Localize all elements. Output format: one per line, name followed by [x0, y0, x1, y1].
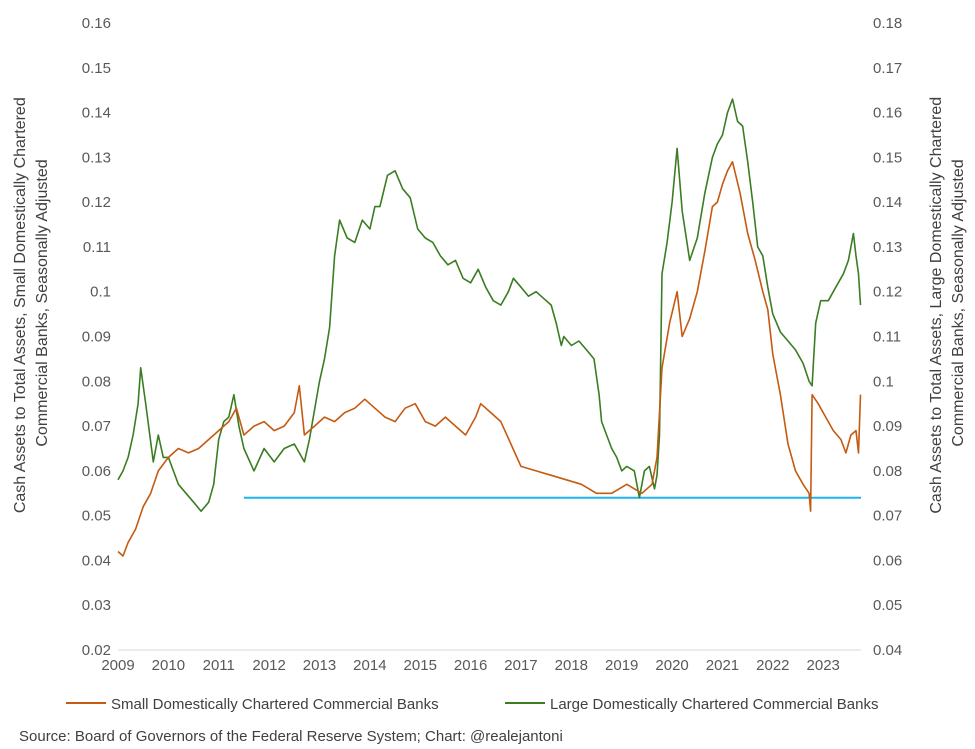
x-tick-label: 2014 — [353, 657, 386, 674]
x-tick-label: 2020 — [655, 657, 688, 674]
right-tick-label: 0.05 — [873, 597, 902, 614]
right-tick-label: 0.17 — [873, 60, 902, 77]
legend-label-small-banks: Small Domestically Chartered Commercial … — [111, 696, 439, 713]
series-line-small-banks — [117, 161, 862, 557]
right-tick-label: 0.07 — [873, 508, 902, 525]
x-tick-label: 2016 — [454, 657, 487, 674]
legend-label-large-banks: Large Domestically Chartered Commercial … — [550, 696, 878, 713]
left-tick-label: 0.08 — [82, 373, 111, 390]
left-tick-label: 0.07 — [82, 418, 111, 435]
right-tick-label: 0.04 — [873, 642, 902, 659]
legend: Small Domestically Chartered Commercial … — [66, 696, 878, 713]
right-axis-title: Cash Assets to Total Assets, Large Domes… — [928, 92, 967, 513]
x-tick-label: 2019 — [605, 657, 638, 674]
right-tick-label: 0.08 — [873, 463, 902, 480]
x-tick-label: 2009 — [101, 657, 134, 674]
left-tick-label: 0.05 — [82, 508, 111, 525]
right-tick-label: 0.06 — [873, 552, 902, 569]
x-tick-label: 2018 — [555, 657, 588, 674]
left-tick-label: 0.1 — [90, 284, 111, 301]
left-axis-ticks: 0.02 0.03 0.04 0.05 0.06 0.07 0.08 0.09 0.1 0.11 0… — [82, 15, 111, 659]
left-tick-label: 0.09 — [82, 329, 111, 346]
right-tick-label: 0.14 — [873, 194, 902, 211]
left-tick-label: 0.12 — [82, 194, 111, 211]
right-tick-label: 0.15 — [873, 149, 902, 166]
right-tick-label: 0.13 — [873, 239, 902, 256]
right-tick-label: 0.1 — [873, 373, 894, 390]
series-line-large-banks — [117, 98, 862, 512]
x-tick-label: 2015 — [404, 657, 437, 674]
left-tick-label: 0.16 — [82, 15, 111, 32]
right-tick-label: 0.16 — [873, 105, 902, 122]
left-tick-label: 0.06 — [82, 463, 111, 480]
left-tick-label: 0.14 — [82, 105, 111, 122]
right-tick-label: 0.18 — [873, 15, 902, 32]
left-axis-title: Cash Assets to Total Assets, Small Domes… — [12, 93, 51, 513]
right-axis-title-line-2: Commercial Banks, Seasonally Adjusted — [950, 159, 967, 446]
x-tick-label: 2021 — [706, 657, 739, 674]
x-tick-label: 2017 — [504, 657, 537, 674]
x-tick-label: 2013 — [303, 657, 336, 674]
left-tick-label: 0.11 — [83, 239, 111, 256]
x-tick-label: 2011 — [203, 657, 235, 674]
x-tick-label: 2023 — [807, 657, 840, 674]
right-tick-label: 0.12 — [873, 284, 902, 301]
left-tick-label: 0.04 — [82, 552, 111, 569]
right-axis-ticks: 0.04 0.05 0.06 0.07 0.08 0.09 0.1 0.11 0.12 0.13 0… — [873, 15, 902, 659]
x-axis-ticks: 2009 2010 2011 2012 2013 2014 2015 2016 2017 2018… — [101, 657, 840, 674]
left-tick-label: 0.02 — [82, 642, 111, 659]
left-axis-title-line-2: Commercial Banks, Seasonally Adjusted — [34, 159, 51, 446]
left-axis-title-line-1: Cash Assets to Total Assets, Small Domes… — [12, 97, 29, 513]
x-tick-label: 2022 — [756, 657, 789, 674]
right-tick-label: 0.09 — [873, 418, 902, 435]
right-tick-label: 0.11 — [873, 329, 901, 346]
left-tick-label: 0.15 — [82, 60, 111, 77]
x-tick-label: 2012 — [252, 657, 285, 674]
series-layer — [117, 98, 862, 557]
source-note: Source: Board of Governors of the Federa… — [19, 728, 563, 745]
left-tick-label: 0.03 — [82, 597, 111, 614]
left-tick-label: 0.13 — [82, 149, 111, 166]
x-tick-label: 2010 — [152, 657, 185, 674]
right-axis-title-line-1: Cash Assets to Total Assets, Large Domes… — [928, 97, 945, 514]
